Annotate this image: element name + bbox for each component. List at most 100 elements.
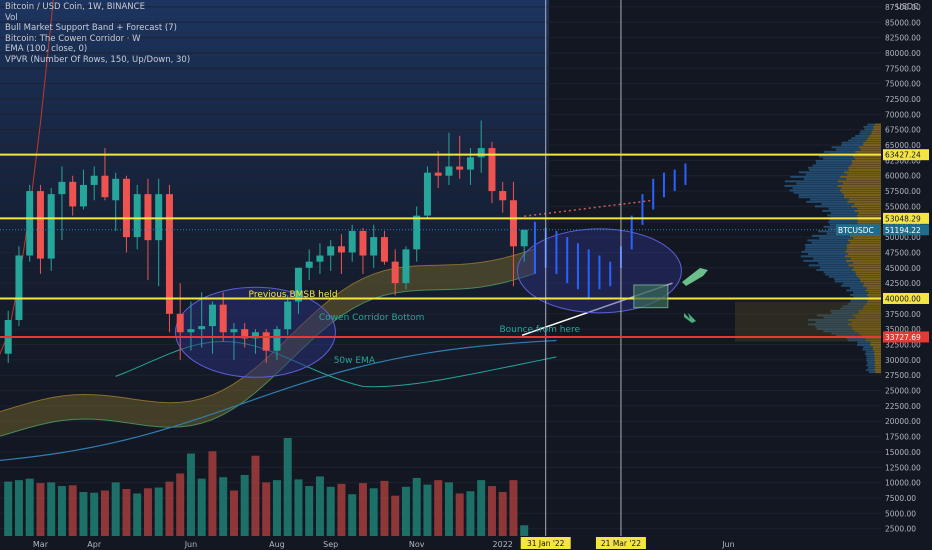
candle-body [370, 237, 378, 256]
volume-bar [272, 480, 281, 546]
vpvr-bar-up [823, 271, 856, 274]
volume-bar [25, 478, 34, 546]
value-area [735, 301, 881, 342]
volume-bar [111, 482, 120, 546]
vpvr-bar-up [865, 350, 875, 353]
vpvr-bar-down [851, 162, 881, 165]
vpvr-bar-up [807, 253, 849, 256]
vpvr-bar-down [854, 209, 881, 212]
vpvr-bar-up [848, 139, 867, 142]
vpvr-bar-up [804, 243, 847, 246]
vpvr-bar-up [836, 148, 861, 151]
candle-body [327, 246, 335, 256]
rocket-icon [682, 268, 708, 286]
volume-bar [509, 480, 518, 546]
price-tag [883, 212, 929, 224]
candle-body [402, 249, 410, 284]
candle-body [434, 172, 442, 176]
vpvr-bar-down [858, 309, 881, 312]
vpvr-bar-up [855, 134, 870, 137]
vpvr-bar-down [875, 366, 881, 369]
y-tick-label: 55000.00 [885, 202, 921, 211]
vpvr-bar-up [827, 214, 857, 217]
y-tick-label: 37500.00 [885, 310, 921, 319]
annotations: Previous BMSB held Cowen Corridor Bottom 5… [249, 268, 708, 366]
candle-body [58, 181, 66, 195]
candle-body [208, 304, 216, 327]
candle-body [520, 229, 528, 247]
y-tick-label: 20000.00 [885, 417, 921, 426]
vpvr-bar-up [866, 359, 875, 362]
candle-body [348, 230, 356, 253]
vpvr-bar-down [863, 144, 881, 147]
vpvr-bar-up [866, 355, 875, 358]
annotation-text: 50w EMA [334, 356, 376, 366]
vpvr-bar-down [872, 348, 881, 351]
vpvr-bar-up [805, 173, 848, 176]
vpvr-bar-down [870, 343, 881, 346]
price-tag [883, 292, 929, 304]
vpvr-bar-up [818, 155, 854, 158]
vpvr-bar-up [814, 205, 852, 208]
candle-body [79, 184, 87, 207]
vpvr-bar-down [869, 134, 881, 137]
vpvr-bar-down [865, 289, 881, 292]
volume-bar [487, 486, 496, 546]
vpvr-bar-down [846, 248, 881, 251]
vpvr-bar-up [818, 262, 853, 265]
vpvr-bar-up [840, 307, 863, 310]
candle-body [251, 332, 259, 339]
vpvr-bar-up [793, 191, 842, 194]
vpvr-bar-up [805, 246, 847, 249]
vpvr-bar-up [840, 284, 863, 287]
vpvr-bar-down [857, 275, 881, 278]
volume-bar [262, 482, 271, 546]
candle-body [15, 255, 23, 320]
vpvr-bar-down [853, 266, 881, 269]
candle-body [284, 301, 292, 330]
date-marker-tag [595, 537, 646, 549]
vpvr-bar-down [873, 125, 881, 128]
vpvr-bar-up [813, 257, 851, 260]
vpvr-bar-down [871, 130, 881, 133]
vpvr-bar-up [815, 321, 852, 324]
vpvr-bar-down [848, 166, 881, 169]
vpvr-bar-up [806, 200, 848, 203]
volume-bar [122, 489, 131, 546]
vpvr-bar-down [843, 193, 881, 196]
y-tick-label: 70000.00 [885, 110, 921, 119]
volume-bar [498, 491, 507, 546]
vpvr-bar-up [841, 141, 864, 144]
vpvr-bar-down [849, 234, 881, 237]
y-tick-label: 2500.00 [885, 525, 916, 534]
vpvr-bar-up [823, 150, 856, 153]
candle-body [69, 181, 77, 207]
vpvr-bar-up [866, 368, 875, 371]
vpvr-bar-down [851, 205, 881, 208]
y-tick-label: 25000.00 [885, 387, 921, 396]
candle-body [509, 200, 517, 247]
volume-bar [444, 482, 453, 546]
x-tick-label: Jun [184, 540, 198, 549]
annotation-text: Bounce from here [499, 325, 580, 335]
candle-body [155, 194, 163, 241]
price-tag-label: 53048.29 [885, 214, 921, 223]
y-tick-label: 87500.00 [885, 3, 921, 12]
vpvr-bar-up [816, 268, 852, 271]
volume-bar [208, 451, 217, 546]
time-axis[interactable]: Mar Apr Jun Aug Sep Nov 2022 Jun 31 Jan '22 21 Ma… [0, 536, 881, 550]
candle-body [230, 329, 238, 333]
vpvr-bar-up [816, 314, 853, 317]
y-tick-label: 17500.00 [885, 433, 921, 442]
volume-bar [477, 480, 486, 546]
volume-bar [358, 483, 367, 546]
vpvr-bar-down [867, 300, 881, 303]
highlight-region [0, 0, 549, 460]
vpvr-bar-down [851, 159, 881, 162]
candle-body [198, 326, 206, 330]
x-tick-label: Apr [87, 540, 102, 549]
candle-body [337, 246, 345, 253]
candle-body [294, 267, 302, 302]
